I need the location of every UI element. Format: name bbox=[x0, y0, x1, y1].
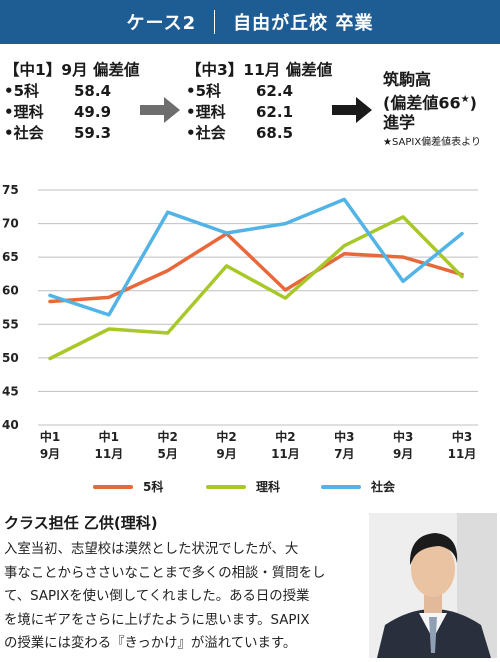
y-tick-label: 40 bbox=[2, 418, 19, 432]
teacher-name: クラス担任 乙供(理科) bbox=[4, 514, 158, 532]
x-tick-label: 5月 bbox=[158, 447, 178, 461]
after-scores: 【中3】11月 偏差値 •5科 62.4 •理科 62.1 •社会 68.5 bbox=[186, 60, 332, 144]
x-tick-label: 11月 bbox=[448, 447, 477, 461]
y-tick-label: 45 bbox=[2, 384, 19, 398]
before-title: 【中1】9月 偏差値 bbox=[4, 61, 140, 79]
result-note: ★SAPIX偏差値表より bbox=[383, 137, 481, 149]
result-score-line: (偏差値66★) bbox=[383, 90, 481, 113]
after-row: •理科 62.1 bbox=[186, 102, 332, 123]
x-axis-ticks: 中1 9月 中1 11月 中2 5月 中2 9月 中2 11月 中3 7月 中3 9月 中3 11月 bbox=[40, 429, 477, 461]
star-icon: ★ bbox=[460, 94, 470, 105]
comment-line: の授業には変わる『きっかけ』が溢れています。 bbox=[4, 636, 297, 651]
x-tick-label: 7月 bbox=[334, 447, 354, 461]
chart-grid bbox=[38, 189, 478, 426]
y-tick-label: 55 bbox=[2, 317, 19, 331]
result: 筑駒高 (偏差値66★) 進学 ★SAPIX偏差値表より bbox=[383, 70, 481, 151]
before-row: •社会 59.3 bbox=[4, 123, 139, 144]
after-subject: •社会 bbox=[186, 124, 226, 142]
after-subject: •5科 bbox=[186, 82, 222, 100]
legend-label: 理科 bbox=[256, 479, 280, 494]
series-line bbox=[48, 231, 464, 304]
before-scores: 【中1】9月 偏差値 •5科 58.4 •理科 49.9 •社会 59.3 bbox=[4, 60, 139, 144]
x-tick-label: 中3 bbox=[393, 429, 413, 444]
before-subject: •理科 bbox=[4, 103, 44, 121]
before-value: 49.9 bbox=[74, 103, 112, 121]
after-row: •5科 62.4 bbox=[186, 81, 332, 102]
x-tick-label: 中2 bbox=[158, 429, 178, 444]
result-score: (偏差値66 bbox=[383, 93, 461, 113]
result-school: 筑駒高 bbox=[383, 70, 432, 89]
y-tick-label: 65 bbox=[2, 250, 19, 264]
case-header: ケース2 自由が丘校 卒業 bbox=[0, 0, 500, 44]
x-tick-label: 11月 bbox=[95, 447, 124, 461]
right-arrow-icon bbox=[140, 97, 180, 123]
x-tick-label: 中2 bbox=[216, 429, 236, 444]
after-value: 68.5 bbox=[256, 124, 294, 142]
teacher-photo bbox=[369, 513, 497, 658]
result-action: 進学 bbox=[383, 113, 416, 133]
case-label: ケース2 bbox=[126, 13, 197, 34]
y-tick-label: 60 bbox=[2, 284, 19, 298]
series-lines bbox=[48, 197, 464, 361]
legend-label: 5科 bbox=[143, 479, 163, 494]
before-subject: •社会 bbox=[4, 124, 44, 142]
y-tick-label: 75 bbox=[2, 183, 19, 197]
before-row: •5科 58.4 bbox=[4, 81, 139, 102]
y-tick-label: 70 bbox=[2, 217, 19, 231]
right-arrow-icon bbox=[332, 97, 372, 123]
after-title: 【中3】11月 偏差値 bbox=[186, 61, 333, 79]
after-row: •社会 68.5 bbox=[186, 123, 332, 144]
comment-line: 入室当初、志望校は漠然とした状況でしたが、大 bbox=[4, 542, 299, 557]
result-close: ) bbox=[469, 93, 477, 113]
chart-legend: 5科 理科 社会 bbox=[93, 479, 396, 494]
legend-label: 社会 bbox=[370, 479, 396, 494]
x-tick-label: 9月 bbox=[40, 447, 60, 461]
series-line bbox=[48, 197, 464, 317]
series-line bbox=[48, 215, 464, 361]
y-axis-ticks: 40 45 50 55 60 65 70 75 bbox=[2, 183, 19, 432]
before-subject: •5科 bbox=[4, 82, 40, 100]
teacher-comment: 入室当初、志望校は漠然とした状況でしたが、大 事なことからささいなことまで多くの… bbox=[4, 538, 356, 656]
after-value: 62.4 bbox=[256, 82, 294, 100]
x-tick-label: 中3 bbox=[452, 429, 472, 444]
comment-line: て、SAPIXを使い倒してくれました。ある日の授業 bbox=[4, 589, 310, 604]
before-value: 58.4 bbox=[74, 82, 112, 100]
case-title: 自由が丘校 卒業 bbox=[233, 13, 374, 34]
comment-line: 事なことからささいなことまで多くの相談・質問をし bbox=[4, 565, 326, 581]
x-tick-label: 中2 bbox=[275, 429, 295, 444]
x-tick-label: 11月 bbox=[271, 447, 300, 461]
y-tick-label: 50 bbox=[2, 351, 19, 365]
x-tick-label: 中1 bbox=[99, 429, 119, 444]
x-tick-label: 9月 bbox=[216, 447, 236, 461]
before-row: •理科 49.9 bbox=[4, 102, 139, 123]
after-value: 62.1 bbox=[256, 103, 294, 121]
header-divider bbox=[214, 10, 216, 34]
x-tick-label: 中1 bbox=[40, 429, 60, 444]
x-tick-label: 9月 bbox=[393, 447, 413, 461]
x-tick-label: 中3 bbox=[334, 429, 354, 444]
after-subject: •理科 bbox=[186, 103, 226, 121]
comment-line: を境にギアをさらに上げたように思います。SAPIX bbox=[4, 612, 310, 628]
before-value: 59.3 bbox=[74, 124, 112, 142]
